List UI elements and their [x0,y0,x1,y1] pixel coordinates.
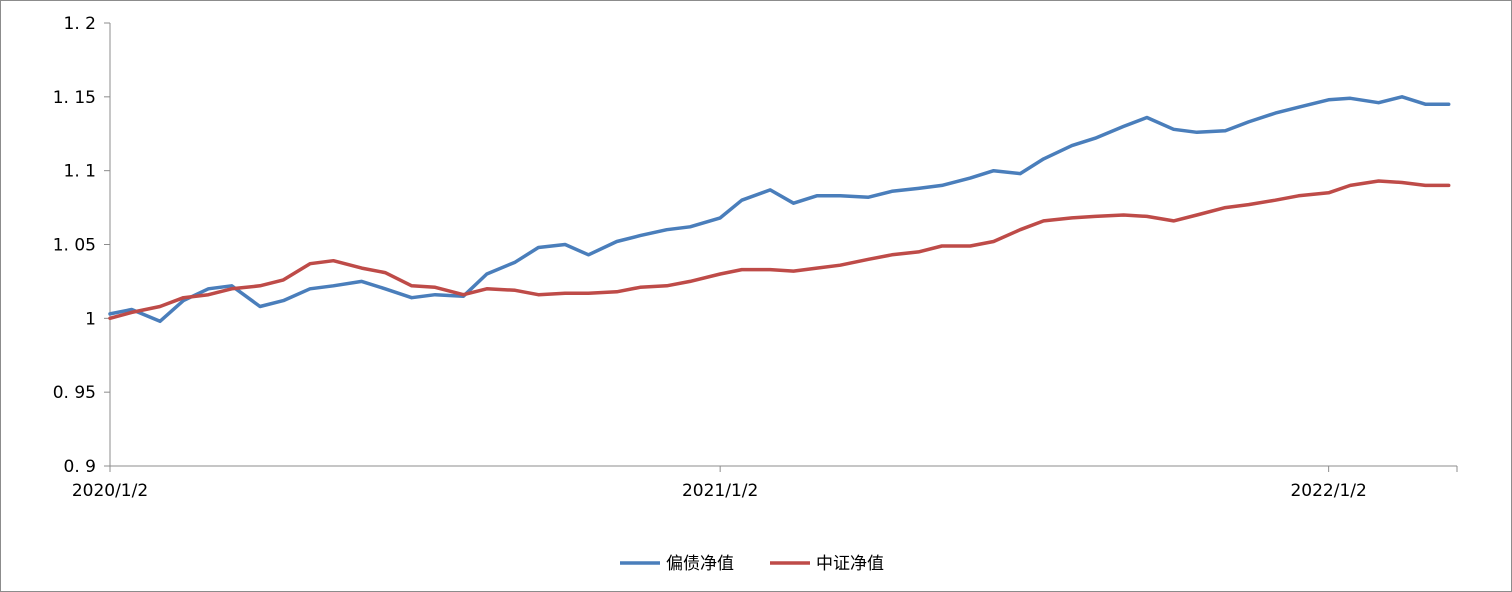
y-tick-label: 1. 1 [64,162,96,182]
y-tick-label: 1. 15 [53,88,96,108]
y-tick-label: 1. 2 [64,14,96,34]
series-line-1 [108,95,1451,324]
x-tick-label: 2022/1/2 [1290,481,1366,501]
x-tick-label: 2020/1/2 [72,481,148,501]
y-tick-label: 1. 05 [53,236,96,256]
y-tick-label: 0. 9 [64,457,96,477]
y-tick-label: 0. 95 [53,383,96,403]
y-tick-label: 1 [85,309,96,329]
x-tick-label: 2021/1/2 [682,481,758,501]
legend-label: 中证净值 [816,554,884,574]
series-line-2 [108,179,1451,321]
legend-label: 偏债净值 [666,554,734,574]
